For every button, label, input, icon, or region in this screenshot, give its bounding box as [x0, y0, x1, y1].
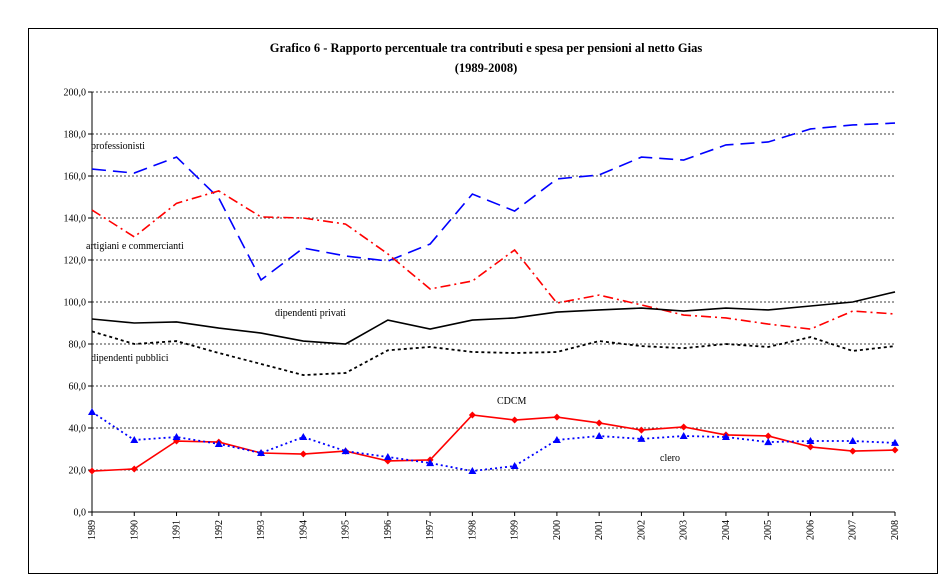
x-tick-label: 2004: [721, 520, 732, 540]
data-marker: [383, 452, 392, 460]
x-tick-label: 2002: [636, 520, 647, 540]
y-tick-label: 60,0: [69, 382, 87, 393]
x-tick-label: 2001: [594, 520, 605, 540]
series-line: [91, 190, 896, 330]
data-marker: [426, 459, 435, 467]
series-line: [91, 330, 896, 376]
data-marker: [257, 448, 266, 456]
x-tick-label: 1992: [214, 520, 225, 540]
data-marker: [848, 437, 857, 445]
x-tick-label: 1997: [425, 520, 436, 540]
data-marker: [468, 467, 477, 475]
data-marker: [299, 433, 308, 441]
data-marker: [637, 426, 645, 434]
series-label: dipendenti privati: [275, 308, 346, 319]
data-marker: [299, 450, 307, 458]
data-marker: [891, 438, 899, 446]
series-label: professionisti: [91, 141, 145, 152]
data-marker: [764, 432, 772, 440]
x-tick-label: 1990: [129, 520, 140, 540]
data-marker: [595, 431, 604, 439]
x-tick-label: 1994: [298, 520, 309, 540]
data-marker: [679, 431, 688, 439]
data-marker: [130, 465, 138, 473]
data-marker: [172, 433, 181, 441]
x-tick-label: 2007: [848, 520, 859, 540]
data-marker: [721, 433, 730, 441]
x-tick-label: 1999: [510, 520, 521, 540]
series-label: CDCM: [497, 396, 527, 407]
x-tick-label: 1996: [383, 520, 394, 540]
data-marker: [680, 423, 688, 431]
data-marker: [88, 467, 96, 475]
data-marker: [637, 434, 646, 442]
series-label: artigiani e commercianti: [86, 241, 184, 252]
x-tick-label: 2005: [763, 520, 774, 540]
data-marker: [552, 435, 561, 443]
x-tick-label: 1993: [256, 520, 267, 540]
data-marker: [468, 411, 476, 419]
y-tick-label: 160,0: [64, 172, 87, 183]
y-tick-label: 180,0: [64, 130, 87, 141]
series-label: clero: [660, 453, 680, 464]
x-tick-label: 1995: [341, 520, 352, 540]
chart-title: Grafico 6 - Rapporto percentuale tra con…: [270, 41, 703, 55]
y-tick-label: 200,0: [64, 88, 87, 99]
data-marker: [891, 446, 899, 454]
data-marker: [511, 416, 519, 424]
y-tick-label: 100,0: [64, 298, 87, 309]
y-tick-label: 140,0: [64, 214, 87, 225]
y-tick-label: 40,0: [69, 424, 87, 435]
chart-frame: [28, 28, 938, 574]
series-line: [91, 291, 896, 345]
x-tick-label: 2003: [679, 520, 690, 540]
data-marker: [806, 443, 814, 451]
chart-subtitle: (1989-2008): [455, 61, 518, 75]
y-tick-label: 0,0: [74, 508, 87, 519]
data-marker: [214, 439, 223, 447]
data-marker: [806, 437, 815, 445]
y-tick-label: 80,0: [69, 340, 87, 351]
series-line: [91, 122, 896, 282]
x-tick-label: 2008: [890, 520, 901, 540]
data-marker: [595, 419, 603, 427]
data-marker: [764, 438, 773, 446]
y-tick-label: 120,0: [64, 256, 87, 267]
data-marker: [510, 462, 519, 470]
data-marker: [553, 413, 561, 421]
data-marker: [849, 447, 857, 455]
data-marker: [341, 447, 350, 455]
x-tick-label: 2006: [805, 520, 816, 540]
x-tick-label: 2000: [552, 520, 563, 540]
series-label: dipendenti pubblici: [91, 353, 169, 364]
y-tick-label: 20,0: [69, 466, 87, 477]
series-line: [91, 414, 896, 472]
data-marker: [130, 435, 139, 443]
x-tick-label: 1998: [467, 520, 478, 540]
x-tick-label: 1991: [172, 520, 183, 540]
x-tick-label: 1989: [87, 520, 98, 540]
data-marker: [88, 408, 96, 416]
